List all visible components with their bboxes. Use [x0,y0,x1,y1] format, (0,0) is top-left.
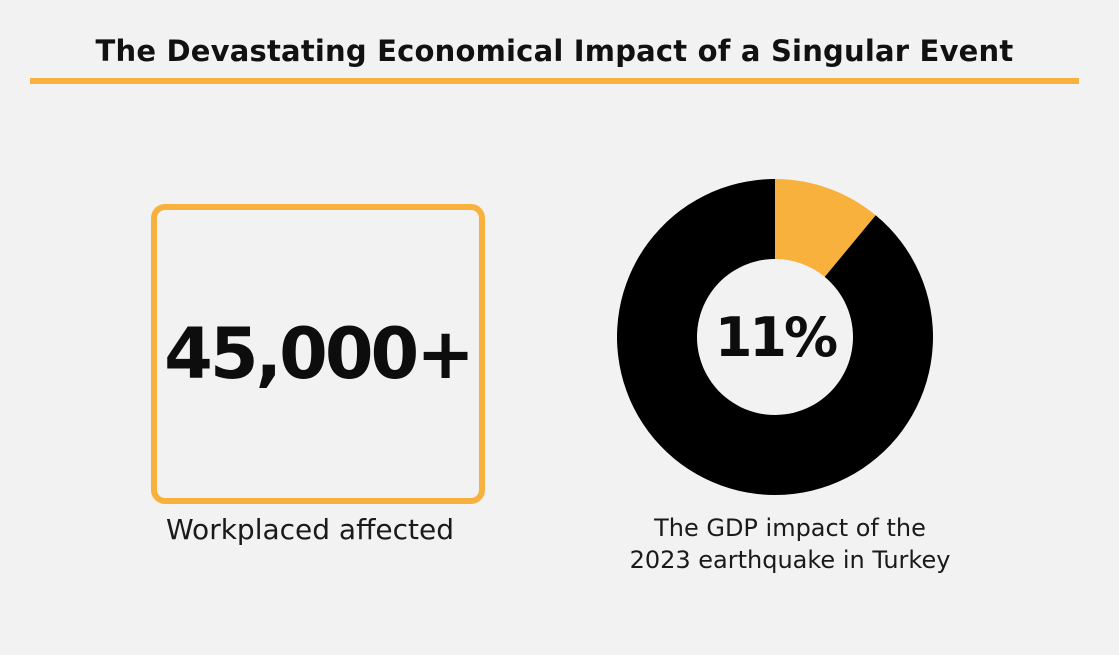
donut-caption-line-1: The GDP impact of the [654,514,926,542]
donut-caption: The GDP impact of the 2023 earthquake in… [580,512,1000,576]
stat-card: 45,000+ [151,204,485,504]
stat-label: Workplaced affected [166,513,454,546]
donut-chart: 11% [615,177,935,497]
title-underline [30,78,1079,84]
donut-chart-svg [617,179,933,495]
stat-value: 45,000+ [164,313,475,395]
donut-slice-gdp-impact [775,179,876,277]
donut-caption-line-2: 2023 earthquake in Turkey [629,546,951,574]
donut-slice-remainder [617,179,933,495]
page-title: The Devastating Economical Impact of a S… [95,34,1014,68]
